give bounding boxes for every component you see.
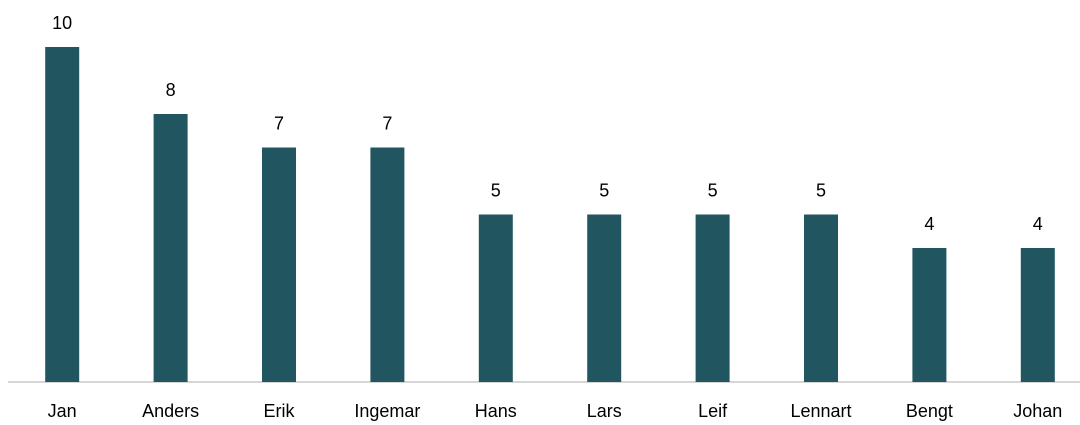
bar [370, 147, 405, 382]
data-label: 4 [924, 214, 934, 234]
x-tick-label: Bengt [906, 401, 953, 421]
bar [912, 248, 947, 382]
bar [262, 147, 296, 382]
x-tick-label: Ingemar [354, 401, 420, 421]
bar [695, 214, 730, 382]
bar [1020, 248, 1055, 382]
data-label: 4 [1033, 214, 1043, 234]
x-tick-label: Leif [698, 401, 728, 421]
bar [478, 214, 513, 382]
data-label: 8 [166, 80, 176, 100]
x-tick-label: Johan [1013, 401, 1062, 421]
data-label: 7 [382, 113, 392, 133]
bar [153, 114, 188, 382]
x-tick-label: Lars [587, 401, 622, 421]
x-tick-label: Hans [475, 401, 517, 421]
x-tick-label: Erik [264, 401, 296, 421]
bar [587, 214, 622, 382]
bar [804, 214, 838, 382]
data-label: 5 [816, 180, 826, 200]
data-label: 7 [274, 113, 284, 133]
x-tick-label: Anders [142, 401, 199, 421]
data-label: 5 [491, 180, 501, 200]
data-label: 5 [708, 180, 718, 200]
bar [45, 47, 80, 382]
data-label: 5 [599, 180, 609, 200]
x-tick-label: Jan [48, 401, 77, 421]
x-tick-label: Lennart [790, 401, 851, 421]
data-label: 10 [52, 13, 72, 33]
